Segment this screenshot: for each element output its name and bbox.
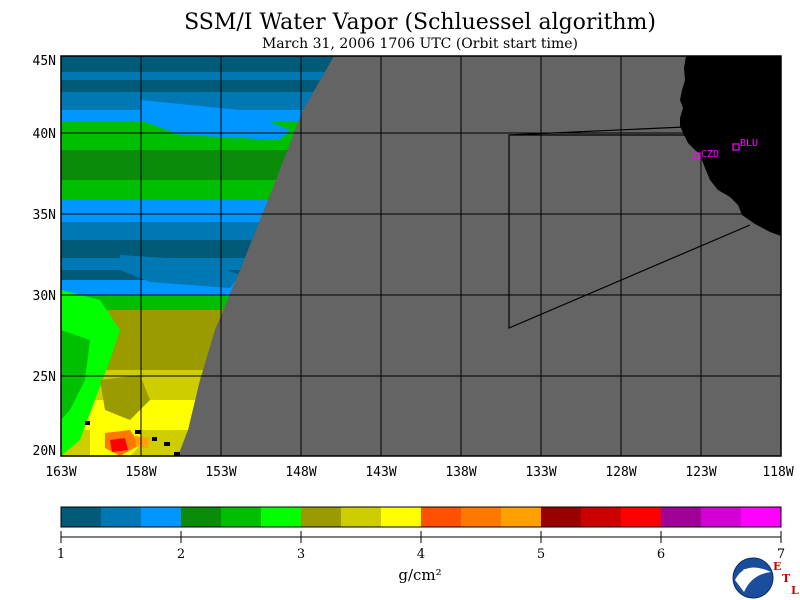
etl-letter-l: L [791, 584, 799, 597]
longitude-labels: 163W 158W 153W 148W 143W 138W 133W 128W … [45, 465, 793, 480]
colorbar-tick-label: 5 [537, 547, 545, 562]
etl-letter-t: T [782, 572, 791, 585]
colorbar-tick-label: 1 [57, 547, 65, 562]
colorbar-ticks: 1 2 3 4 5 6 7 [57, 531, 785, 562]
colorbar-swatch [501, 507, 542, 527]
lon-label-128w: 128W [605, 465, 636, 480]
colorbar-tick-label: 3 [297, 547, 305, 562]
station-blu: BLU [732, 138, 758, 151]
station-czd-label: CZD [701, 149, 719, 160]
lon-label-138w: 138W [445, 465, 476, 480]
colorbar-swatch [221, 507, 262, 527]
map-panel: CZD BLU [60, 55, 782, 457]
noaa-logo-text: NOAA [743, 569, 763, 576]
north-america-land [680, 56, 781, 236]
colorbar-swatch [741, 507, 782, 527]
colorbar-tick-label: 6 [657, 547, 665, 562]
map-frame [60, 55, 782, 457]
colorbar-unit-label: g/cm² [398, 566, 441, 584]
colorbar-swatches [61, 507, 782, 527]
colorbar-swatch [381, 507, 422, 527]
map-title: SSM/I Water Vapor (Schluessel algorithm) [184, 10, 656, 35]
colorbar-swatch [101, 507, 142, 527]
colorbar-swatch [61, 507, 102, 527]
lat-label-35n: 35N [33, 208, 56, 223]
lat-label-25n: 25N [33, 370, 56, 385]
lon-label-163w: 163W [45, 465, 76, 480]
lon-label-123w: 123W [685, 465, 716, 480]
colorbar-swatch [461, 507, 502, 527]
station-czd-marker [693, 152, 701, 160]
lon-label-143w: 143W [365, 465, 396, 480]
colorbar: 1 2 3 4 5 6 7 g/cm² [57, 506, 785, 584]
colorbar-swatch [341, 507, 382, 527]
lon-label-158w: 158W [125, 465, 156, 480]
lon-label-118w: 118W [762, 465, 793, 480]
colorbar-swatch [181, 507, 222, 527]
lat-label-30n: 30N [33, 289, 56, 304]
noaa-logo-bird-icon [735, 567, 771, 592]
gridlines [61, 56, 781, 456]
lon-label-153w: 153W [205, 465, 236, 480]
map-subtitle: March 31, 2006 1706 UTC (Orbit start tim… [262, 36, 578, 52]
colorbar-swatch [261, 507, 302, 527]
noaa-logo: NOAA E T L [732, 557, 799, 599]
colorbar-frame [60, 506, 782, 528]
lon-label-133w: 133W [525, 465, 556, 480]
colorbar-swatch [581, 507, 622, 527]
colorbar-tick-label: 2 [177, 547, 185, 562]
station-czd: CZD [693, 149, 719, 160]
colorbar-swatch [701, 507, 742, 527]
colorbar-swatch [301, 507, 342, 527]
latitude-labels: 45N 40N 35N 30N 25N 20N [33, 54, 56, 459]
colorbar-swatch [621, 507, 662, 527]
colorbar-swatch [541, 507, 582, 527]
station-blu-marker [732, 143, 740, 151]
colorbar-swatch [661, 507, 702, 527]
station-blu-label: BLU [740, 138, 758, 149]
colorbar-tick-label: 7 [777, 547, 785, 562]
colorbar-swatch [141, 507, 182, 527]
hawaii-islands [85, 421, 180, 456]
lat-label-20n: 20N [33, 444, 56, 459]
etl-letter-e: E [773, 560, 781, 573]
colorbar-swatch [421, 507, 462, 527]
study-area-outline [508, 126, 751, 329]
lat-label-40n: 40N [33, 127, 56, 142]
colorbar-tick-label: 4 [417, 547, 425, 562]
lon-label-148w: 148W [285, 465, 316, 480]
lat-label-45n: 45N [33, 54, 56, 69]
